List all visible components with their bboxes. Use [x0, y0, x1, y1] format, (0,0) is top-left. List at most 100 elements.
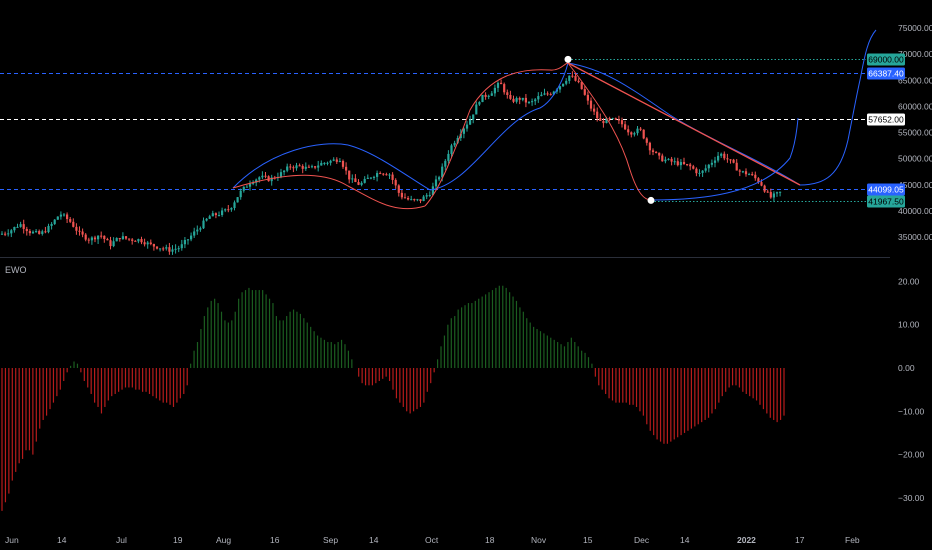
candle-body — [524, 97, 527, 103]
candle-body — [568, 75, 571, 81]
candle-body — [320, 162, 323, 166]
candle-body — [25, 228, 28, 232]
price-tick-label: 70000.00 — [898, 49, 932, 59]
red-arc-lower[interactable] — [232, 174, 426, 210]
candle-body — [484, 94, 487, 97]
candle-body — [444, 160, 447, 167]
red-arc-decline[interactable] — [567, 62, 652, 201]
time-tick-label: Nov — [531, 535, 547, 545]
candle-body — [323, 162, 326, 164]
candle-body — [459, 133, 462, 139]
candle-body — [338, 160, 341, 162]
price-axis[interactable]: 75000.00 70000.00 65000.00 60000.00 55000.00… — [898, 23, 932, 242]
candle-body — [264, 175, 267, 177]
blue-arc-middle[interactable] — [347, 62, 569, 191]
candle-body — [103, 235, 106, 240]
candle-body — [255, 179, 258, 183]
candle-body — [775, 192, 779, 194]
price-tick-label: 45000.00 — [898, 180, 932, 190]
candle-body — [183, 240, 186, 245]
price-tick-label: 75000.00 — [898, 23, 932, 33]
indicator-name-label[interactable]: EWO — [5, 265, 27, 275]
candle-body — [627, 129, 630, 133]
candle-body — [211, 213, 214, 217]
time-tick-label: Aug — [216, 535, 231, 545]
time-tick-label: Sep — [323, 535, 338, 545]
candle-body — [543, 93, 546, 95]
candle-body — [146, 242, 149, 245]
pivot-marker[interactable] — [564, 55, 572, 63]
oscillator-axis[interactable]: 20.00 10.00 0.00 −10.00 −20.00 −30.00 — [898, 276, 925, 503]
oscillator-pane[interactable]: EWO — [1, 265, 785, 511]
candle-body — [403, 197, 407, 199]
candle-body — [593, 108, 596, 112]
candle-body — [397, 185, 400, 193]
price-level-tag-label: 41967.50 — [868, 197, 904, 207]
candle-body — [698, 172, 701, 174]
candle-body — [599, 118, 602, 122]
price-pane[interactable] — [0, 29, 877, 255]
candle-body — [19, 224, 22, 227]
candle-body — [124, 236, 128, 239]
candle-body — [447, 153, 450, 161]
candle-body — [472, 114, 475, 120]
candle-body — [301, 165, 304, 169]
candle-body — [407, 197, 410, 200]
candle-body — [410, 199, 413, 201]
time-tick-label: Jun — [5, 535, 19, 545]
candle-body — [673, 161, 676, 163]
price-level-tag — [867, 67, 905, 80]
price-level-lines — [0, 59, 866, 202]
candle-body — [580, 82, 583, 90]
candle-body — [31, 231, 35, 234]
candle-body — [351, 178, 354, 180]
time-tick-label: 19 — [173, 535, 183, 545]
pivot-marker[interactable] — [647, 196, 655, 204]
red-trendline[interactable] — [567, 62, 801, 186]
candle-body — [540, 94, 543, 97]
candle-body — [270, 177, 273, 182]
candle-body — [754, 174, 757, 179]
price-level-tag-label: 66387.40 — [868, 69, 904, 79]
candle-body — [227, 209, 230, 211]
candle-body — [298, 165, 301, 167]
candle-body — [611, 118, 614, 120]
candle-body — [121, 236, 124, 240]
candle-body — [385, 174, 388, 176]
candle-body — [196, 229, 199, 232]
candle-body — [72, 221, 75, 227]
candle-body — [779, 191, 782, 193]
price-level-tag — [867, 113, 905, 126]
red-arc-upper[interactable] — [424, 62, 569, 207]
candle-body — [348, 170, 351, 180]
blue-arc-projection[interactable] — [650, 117, 799, 201]
candle-body — [509, 94, 512, 99]
time-tick-label: 18 — [485, 535, 495, 545]
candle-body — [512, 98, 515, 102]
candle-body — [695, 168, 698, 174]
candle-body — [651, 150, 655, 152]
candle-body — [292, 167, 295, 169]
candle-body — [286, 166, 289, 171]
time-axis[interactable]: Jun 14 Jul 19 Aug 16 Sep 14 Oct 18 Nov 15 Dec 14 2022 1… — [5, 535, 860, 545]
candle-body — [518, 98, 521, 100]
candle-body — [279, 172, 283, 177]
candle-body — [481, 94, 484, 103]
candle-body — [639, 128, 642, 130]
blue-arc-upper[interactable] — [232, 143, 349, 189]
blue-forecast-path[interactable] — [799, 29, 877, 186]
candle-body — [500, 82, 503, 85]
candle-body — [633, 133, 636, 135]
candle-body — [112, 241, 115, 247]
candle-body — [180, 244, 183, 249]
candle-body — [735, 162, 738, 171]
candle-body — [664, 159, 667, 162]
candle-body — [434, 179, 438, 187]
candle-body — [134, 240, 137, 242]
candle-body — [140, 239, 143, 243]
blue-arc-decline[interactable] — [567, 62, 801, 186]
candle-body — [586, 94, 589, 101]
candle-body — [549, 94, 552, 96]
candle-body — [307, 166, 310, 168]
